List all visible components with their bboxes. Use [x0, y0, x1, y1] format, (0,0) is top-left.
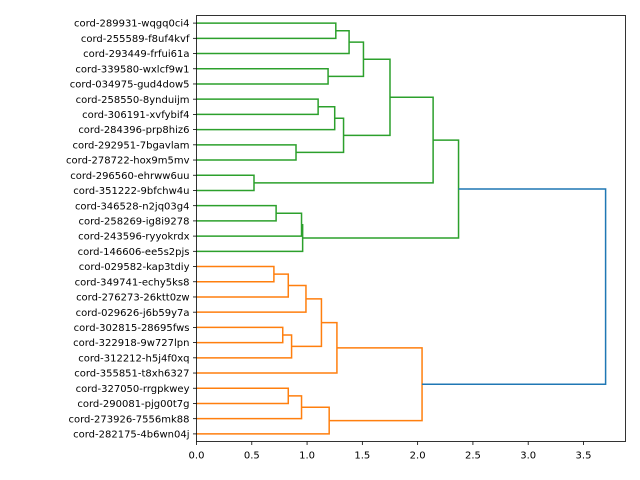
leaf-label: cord-322918-9w727lpn — [73, 338, 189, 349]
x-tick-label: 2.5 — [465, 451, 481, 462]
leaf-label: cord-293449-frfui61a — [83, 49, 189, 60]
leaf-labels: cord-289931-wqgq0ci4 cord-255589-f8uf4kvf… — [66, 19, 197, 440]
leaf-label: cord-351222-9bfchw4u — [73, 186, 189, 197]
leaf-label: cord-327050-rrgpkwey — [76, 384, 190, 395]
leaf-label: cord-312212-h5j4f0xq — [78, 353, 189, 364]
leaf-label: cord-339580-wxlcf9w1 — [75, 64, 189, 75]
leaf-label: cord-276273-26ktt0zw — [76, 293, 189, 304]
leaf-label: cord-292951-7bgavlam — [72, 140, 189, 151]
x-tick-label: 3.0 — [520, 451, 536, 462]
x-tick-label: 2.0 — [410, 451, 426, 462]
x-axis: 0.0 0.5 1.0 1.5 2.0 2.5 3.0 3.5 — [189, 441, 592, 462]
dendrogram-links — [196, 22, 607, 435]
x-tick-label: 0.5 — [244, 451, 260, 462]
dendrogram-link-blue — [422, 188, 607, 385]
leaf-label: cord-034975-gud4dow5 — [70, 80, 190, 91]
leaf-label: cord-146606-ee5s2pjs — [78, 247, 190, 258]
x-tick-label: 1.0 — [299, 451, 315, 462]
x-tick-label: 1.5 — [354, 451, 370, 462]
leaf-label: cord-306191-xvfybif4 — [82, 110, 189, 121]
leaf-label: cord-349741-echy5ks8 — [75, 277, 190, 288]
leaf-label: cord-243596-ryyokrdx — [78, 232, 189, 243]
x-tick-label: 3.5 — [576, 451, 592, 462]
leaf-label: cord-029626-j6b59y7a — [76, 308, 190, 319]
leaf-label: cord-282175-4b6wn04j — [73, 429, 189, 440]
leaf-label: cord-290081-pjg00t7g — [77, 399, 189, 410]
leaf-label: cord-258269-ig8i9278 — [78, 216, 189, 227]
leaf-label: cord-273926-7556mk88 — [69, 414, 190, 425]
x-tick-label: 0.0 — [189, 451, 205, 462]
leaf-label: cord-355851-t8xh6327 — [74, 369, 189, 380]
leaf-label: cord-296560-ehrww6uu — [70, 171, 189, 182]
axes-frame — [196, 15, 626, 442]
leaf-label: cord-029582-kap3tdiy — [79, 262, 190, 273]
leaf-label: cord-258550-8ynduijm — [76, 95, 190, 106]
leaf-label: cord-284396-prp8hiz6 — [78, 125, 189, 136]
leaf-label: cord-289931-wqgq0ci4 — [74, 19, 190, 30]
leaf-label: cord-346528-n2jq03g4 — [75, 201, 190, 212]
leaf-label: cord-255589-f8uf4kvf — [81, 34, 190, 45]
leaf-label: cord-302815-28695fws — [74, 323, 190, 334]
leaf-label: cord-278722-hox9m5mv — [66, 156, 190, 167]
